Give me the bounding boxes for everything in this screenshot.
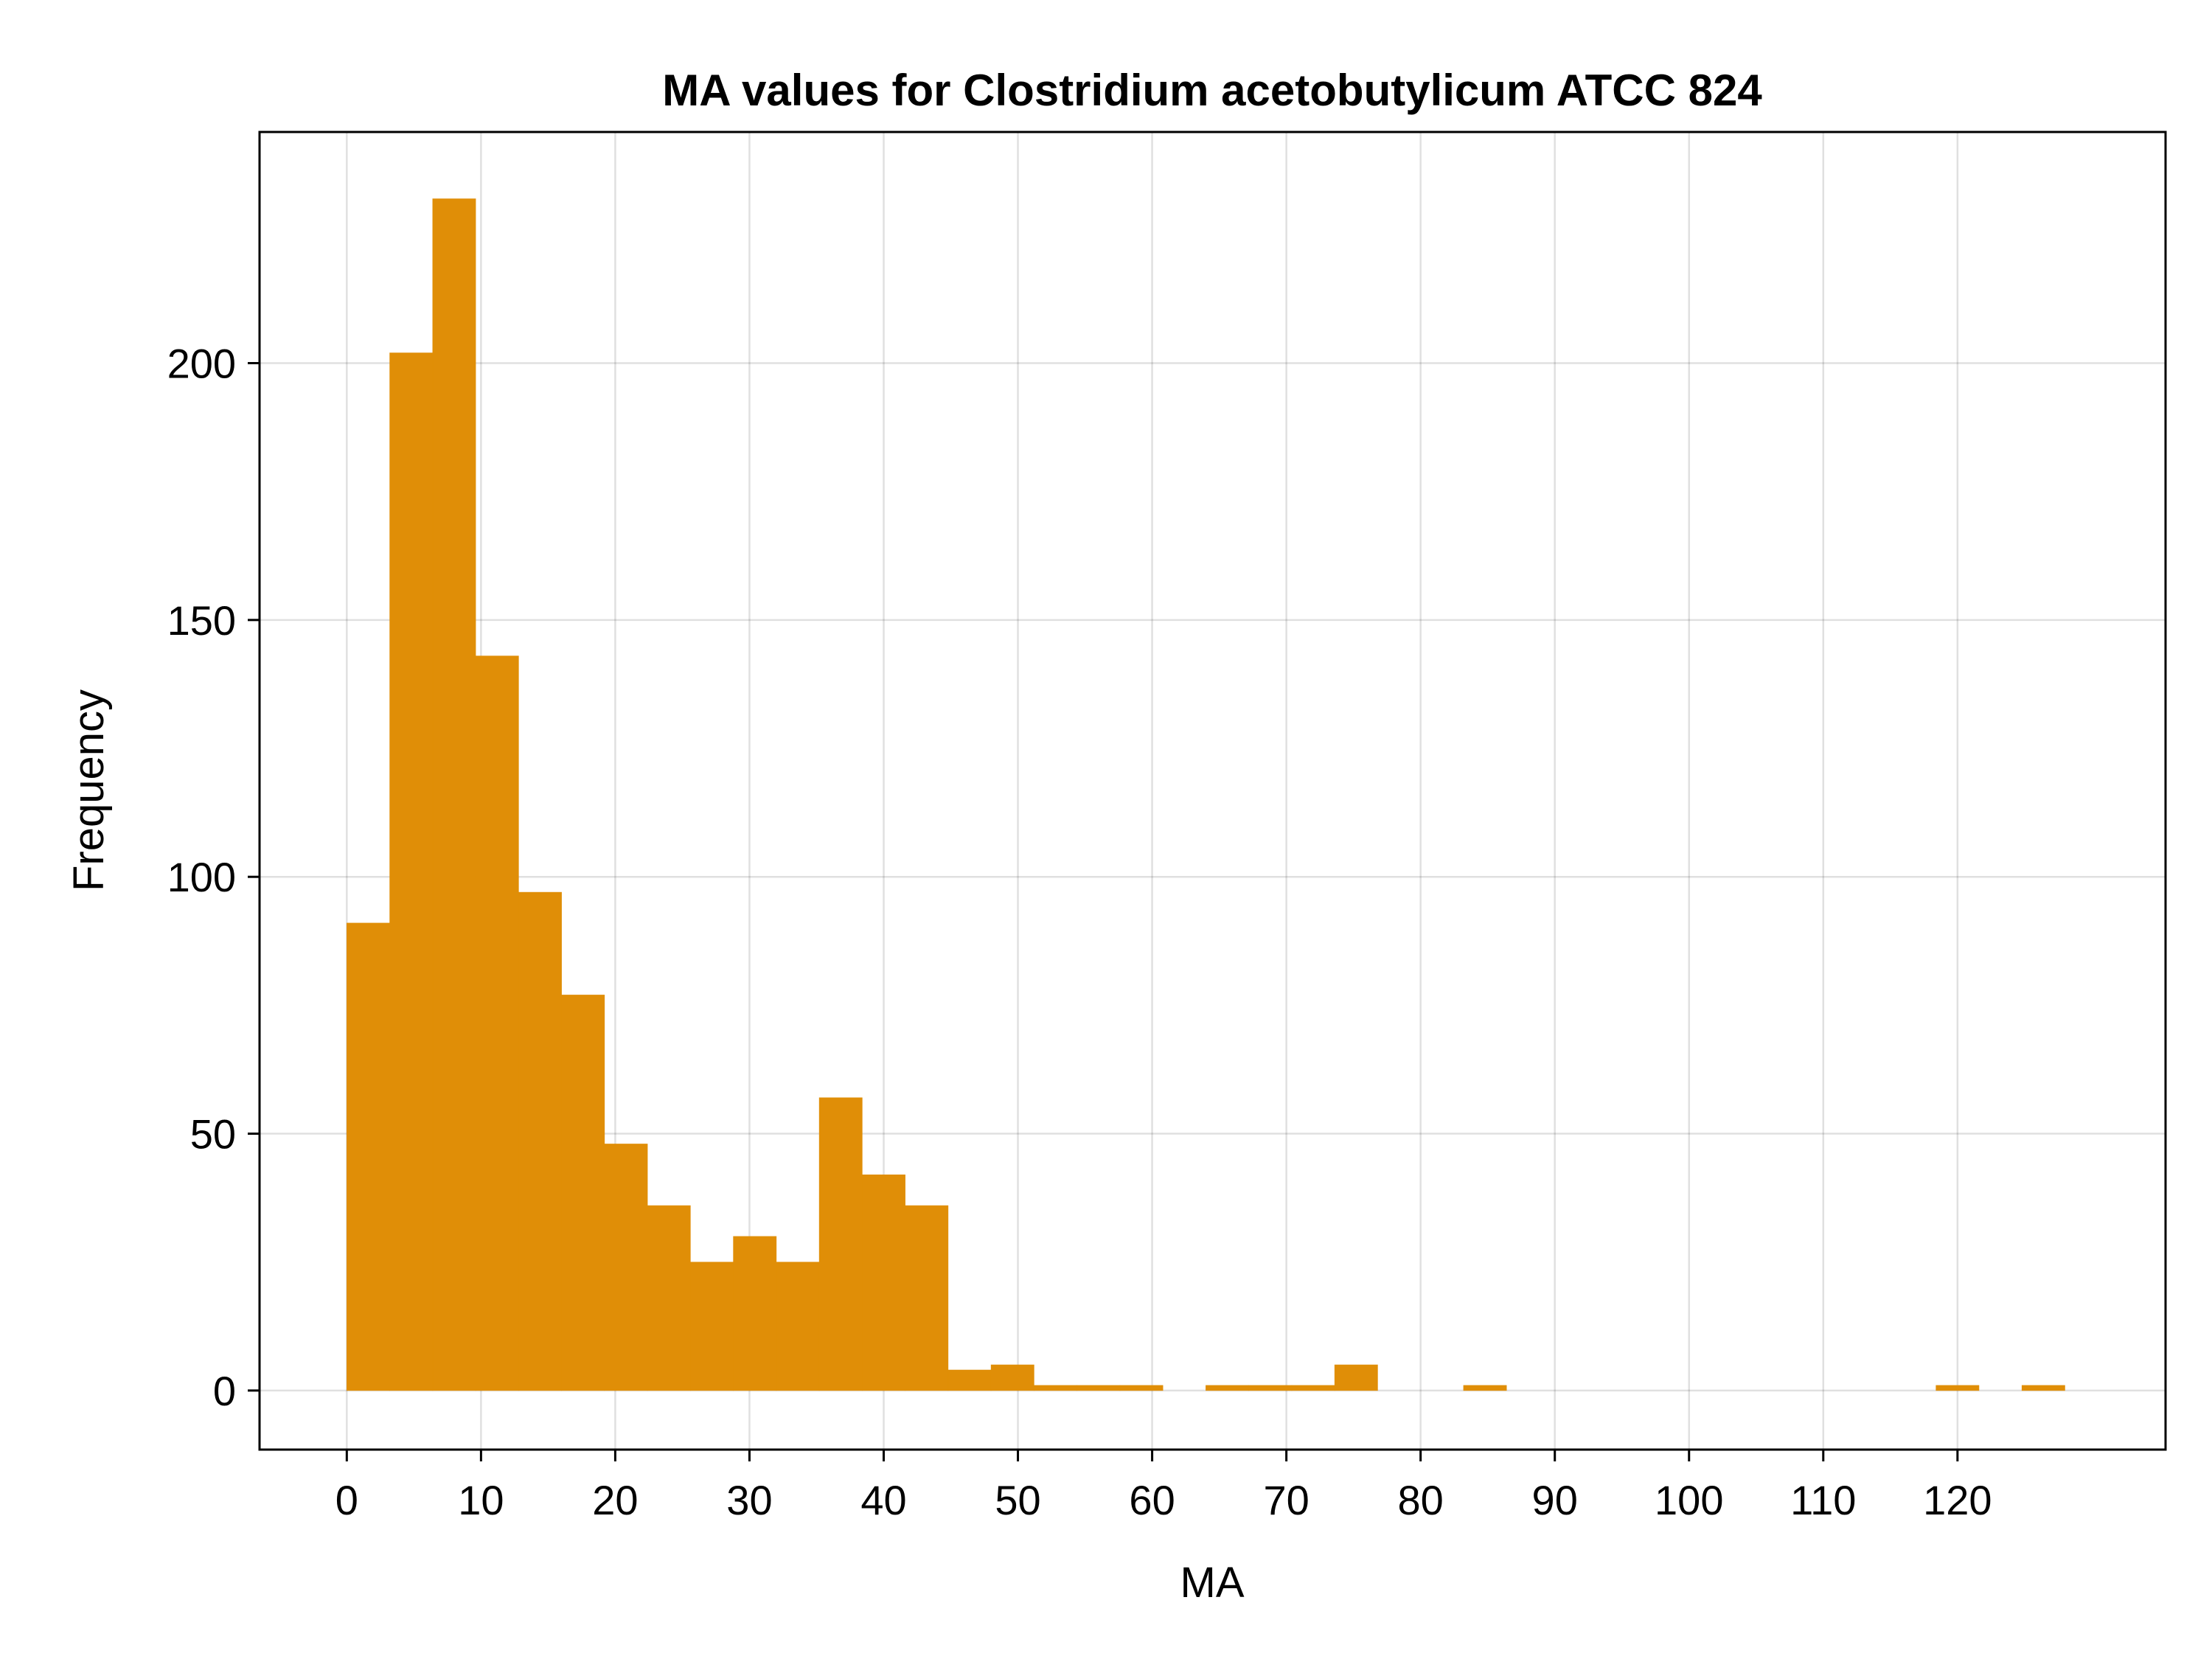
x-axis-ticks: 0 10 20 30 40 50 60 70 80 90 100 110 120 <box>335 1450 1992 1523</box>
histogram-bar <box>1334 1364 1378 1391</box>
histogram-bar <box>518 891 562 1391</box>
y-tick-label: 200 <box>167 341 236 387</box>
y-tick-label: 150 <box>167 597 236 644</box>
y-tick-label: 50 <box>190 1111 236 1158</box>
histogram-bar <box>1119 1385 1164 1391</box>
x-tick-label: 80 <box>1398 1477 1444 1523</box>
histogram-bar <box>905 1205 949 1391</box>
histogram-bar <box>647 1205 691 1391</box>
x-axis-label: MA <box>1180 1559 1245 1607</box>
x-tick-label: 90 <box>1532 1477 1578 1523</box>
histogram-bar <box>947 1369 992 1391</box>
histogram-bar <box>1463 1385 1507 1391</box>
x-tick-label: 110 <box>1790 1477 1856 1523</box>
histogram-bar <box>1291 1385 1335 1391</box>
histogram-bar <box>1248 1385 1293 1391</box>
histogram-bar <box>818 1097 863 1391</box>
y-tick-label: 100 <box>167 854 236 900</box>
histogram-bar <box>347 922 390 1391</box>
histogram-bar <box>561 995 605 1391</box>
x-tick-label: 30 <box>726 1477 772 1523</box>
x-tick-label: 70 <box>1263 1477 1309 1523</box>
histogram-bar <box>776 1262 820 1391</box>
histogram-bars <box>347 198 2065 1391</box>
histogram-bar <box>690 1262 734 1391</box>
histogram-bar <box>604 1144 648 1391</box>
histogram-bar <box>733 1236 777 1391</box>
histogram-bar <box>990 1364 1034 1391</box>
histogram-bar <box>389 352 434 1391</box>
histogram-bar <box>1077 1385 1121 1391</box>
x-tick-label: 50 <box>995 1477 1040 1523</box>
y-tick-label: 0 <box>213 1368 236 1414</box>
histogram-bar <box>1935 1385 1980 1391</box>
histogram-bar <box>432 198 476 1391</box>
x-tick-label: 10 <box>458 1477 504 1523</box>
x-tick-label: 60 <box>1129 1477 1175 1523</box>
histogram-bar <box>862 1174 905 1391</box>
histogram-bar <box>2021 1385 2065 1391</box>
x-tick-label: 100 <box>1655 1477 1723 1523</box>
y-axis-ticks: 0 50 100 150 200 <box>167 341 260 1414</box>
plot-frame <box>258 131 2167 1451</box>
x-tick-label: 120 <box>1923 1477 1992 1523</box>
x-tick-label: 20 <box>592 1477 638 1523</box>
histogram-bar <box>1034 1385 1077 1391</box>
histogram-bar <box>475 655 519 1391</box>
histogram-bar <box>1206 1385 1249 1391</box>
chart-title: MA values for Clostridium acetobutylicum… <box>662 66 1762 115</box>
x-tick-label: 0 <box>335 1477 358 1523</box>
y-axis-label: Frequency <box>65 689 113 891</box>
x-tick-label: 40 <box>860 1477 906 1523</box>
